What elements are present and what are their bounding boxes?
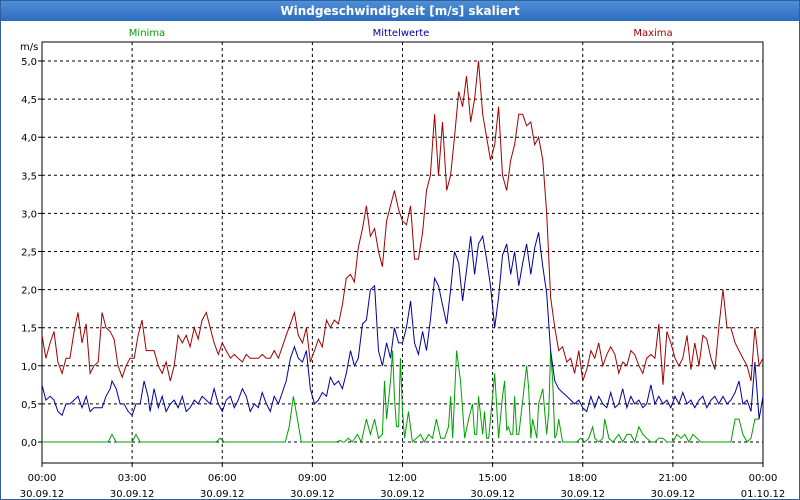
x-tick-date: 01.10.12 [741, 489, 786, 499]
x-tick-date: 30.09.12 [200, 489, 245, 499]
x-tick-date: 30.09.12 [20, 489, 65, 499]
x-tick-time: 06:00 [208, 473, 237, 484]
x-tick-date: 30.09.12 [110, 489, 155, 499]
x-tick-time: 12:00 [388, 473, 417, 484]
series-lines [41, 60, 764, 444]
x-tick-date: 30.09.12 [290, 489, 335, 499]
x-tick-time: 03:00 [118, 473, 147, 484]
x-tick-time: 18:00 [568, 473, 597, 484]
y-tick-label: 1,0 [21, 362, 37, 373]
y-tick-labels: 0,0 0,5 1,0 1,5 2,0 2,5 3,0 3,5 4,0 4,5 5,0 [21, 57, 37, 449]
legend-maxima: Maxima [633, 28, 672, 39]
x-tick-date: 30.09.12 [380, 489, 425, 499]
series-line-mittelwerte [41, 232, 764, 420]
x-tick-time: 21:00 [658, 473, 687, 484]
x-tick-time: 15:00 [478, 473, 507, 484]
y-tick-label: 2,5 [21, 248, 37, 259]
legend-minima: Minima [129, 28, 165, 39]
legend-mittelwerte: Mittelwerte [373, 28, 430, 39]
y-tick-label: 4,0 [21, 133, 37, 144]
chart-title: Windgeschwindigkeit [m/s] skaliert [1, 1, 799, 21]
x-tick-time: 09:00 [298, 473, 327, 484]
y-tick-label: 2,0 [21, 286, 37, 297]
legend: Minima Mittelwerte Maxima [129, 28, 673, 39]
y-tick-label: 3,0 [21, 209, 37, 220]
x-tick-date: 30.09.12 [560, 489, 605, 499]
y-tick-label: 3,5 [21, 171, 37, 182]
wind-speed-chart: 0,0 0,5 1,0 1,5 2,0 2,5 3,0 3,5 4,0 4,5 5,0 00:00 3… [20, 28, 786, 499]
y-tick-label: 4,5 [21, 95, 37, 106]
y-axis-unit: m/s [20, 42, 38, 53]
x-tick-time: 00:00 [28, 473, 57, 484]
x-tick-time: 00:00 [749, 473, 778, 484]
y-tick-label: 0,5 [21, 400, 37, 411]
series-line-maxima [41, 60, 764, 385]
x-tick-labels: 00:00 30.09.12 03:00 30.09.12 06:00 30.09.12 0… [20, 473, 786, 499]
series-line-minima [42, 350, 760, 444]
y-tick-label: 1,5 [21, 324, 37, 335]
y-tick-label: 5,0 [21, 57, 37, 68]
y-tick-label: 0,0 [21, 438, 37, 449]
x-tick-date: 30.09.12 [651, 489, 696, 499]
x-tick-date: 30.09.12 [470, 489, 515, 499]
